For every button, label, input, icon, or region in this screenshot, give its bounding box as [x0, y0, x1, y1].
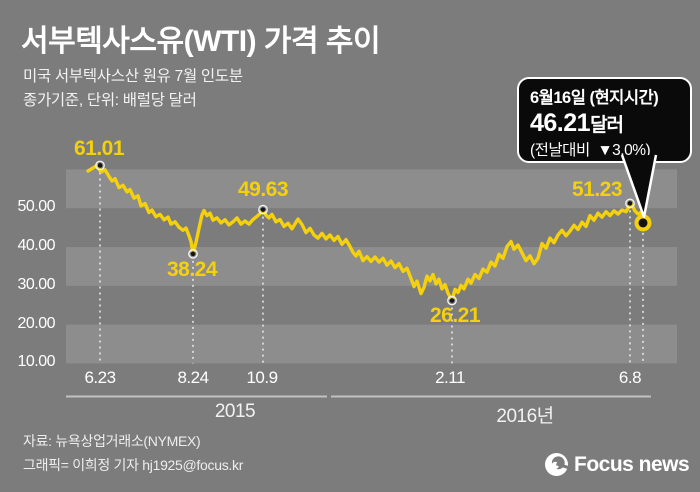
peak-label-61.01: 61.01 [73, 137, 125, 160]
source-credit: 자료: 뉴욕상업거래소(NYMEX) [23, 433, 201, 449]
x-tick-10.9: 10.9 [246, 368, 278, 387]
y-tick-30.00: 30.00 [17, 275, 55, 293]
callout-tail-pointer [620, 154, 658, 219]
callout-price-unit: 달러 [590, 115, 624, 136]
grid-band [66, 324, 677, 364]
grid-band [66, 169, 677, 209]
subtitle-unit: 종가기준, 단위: 배럴당 달러 [23, 92, 197, 109]
price-line [86, 163, 645, 303]
callout-price-value: 46.21 [530, 109, 591, 137]
y-tick-10.00: 10.00 [17, 353, 55, 371]
marker-ring-61.01 [95, 160, 105, 171]
focus-news-swirl-icon [545, 453, 569, 476]
peak-label-26.21: 26.21 [429, 304, 481, 327]
page-title: 서부텍사스유(WTI) 가격 추이 [21, 25, 381, 58]
year-label-2015: 2015 [214, 401, 256, 422]
y-tick-40.00: 40.00 [17, 237, 55, 254]
latest-price-callout: 6월16일 (현지시간) 46.21달러 (전날대비 ▼3.0%) [517, 77, 692, 163]
callout-change: (전날대비 ▼3.0%) [530, 142, 651, 159]
graphic-credit: 그래픽= 이희정 기자 hj1925@focus.kr [23, 457, 244, 473]
focus-news-logo: Focus news [544, 452, 690, 477]
marker-dot-49.63 [260, 207, 266, 212]
y-tick-50.00: 50.00 [17, 198, 55, 216]
peak-label-38.24: 38.24 [166, 258, 218, 281]
marker-dot-26.21 [449, 298, 455, 303]
x-tick-2.11: 2.11 [435, 368, 465, 387]
marker-ring-26.21 [447, 295, 457, 306]
marker-ring-38.24 [188, 248, 198, 259]
marker-dot-51.23 [627, 201, 633, 206]
year-label-2016년: 2016년 [496, 406, 554, 427]
x-tick-6.8: 6.8 [618, 368, 642, 387]
focus-news-wordmark: Focus news [574, 452, 690, 476]
peak-label-49.63: 49.63 [237, 178, 289, 201]
peak-label-51.23: 51.23 [571, 178, 623, 201]
callout-price-line: 46.21달러 [530, 109, 680, 138]
x-tick-8.24: 8.24 [177, 368, 209, 387]
marker-dot-38.24 [190, 251, 196, 257]
grid-band [66, 247, 677, 286]
marker-ring-51.23 [625, 198, 635, 209]
x-tick-6.23: 6.23 [84, 368, 116, 387]
y-tick-20.00: 20.00 [17, 314, 55, 332]
marker-dot-61.01 [97, 163, 103, 168]
subtitle-contract: 미국 서부텍사스산 원유 7월 인도분 [23, 68, 243, 85]
marker-ring-49.63 [258, 204, 268, 215]
callout-date: 6월16일 (현지시간) [530, 89, 659, 107]
